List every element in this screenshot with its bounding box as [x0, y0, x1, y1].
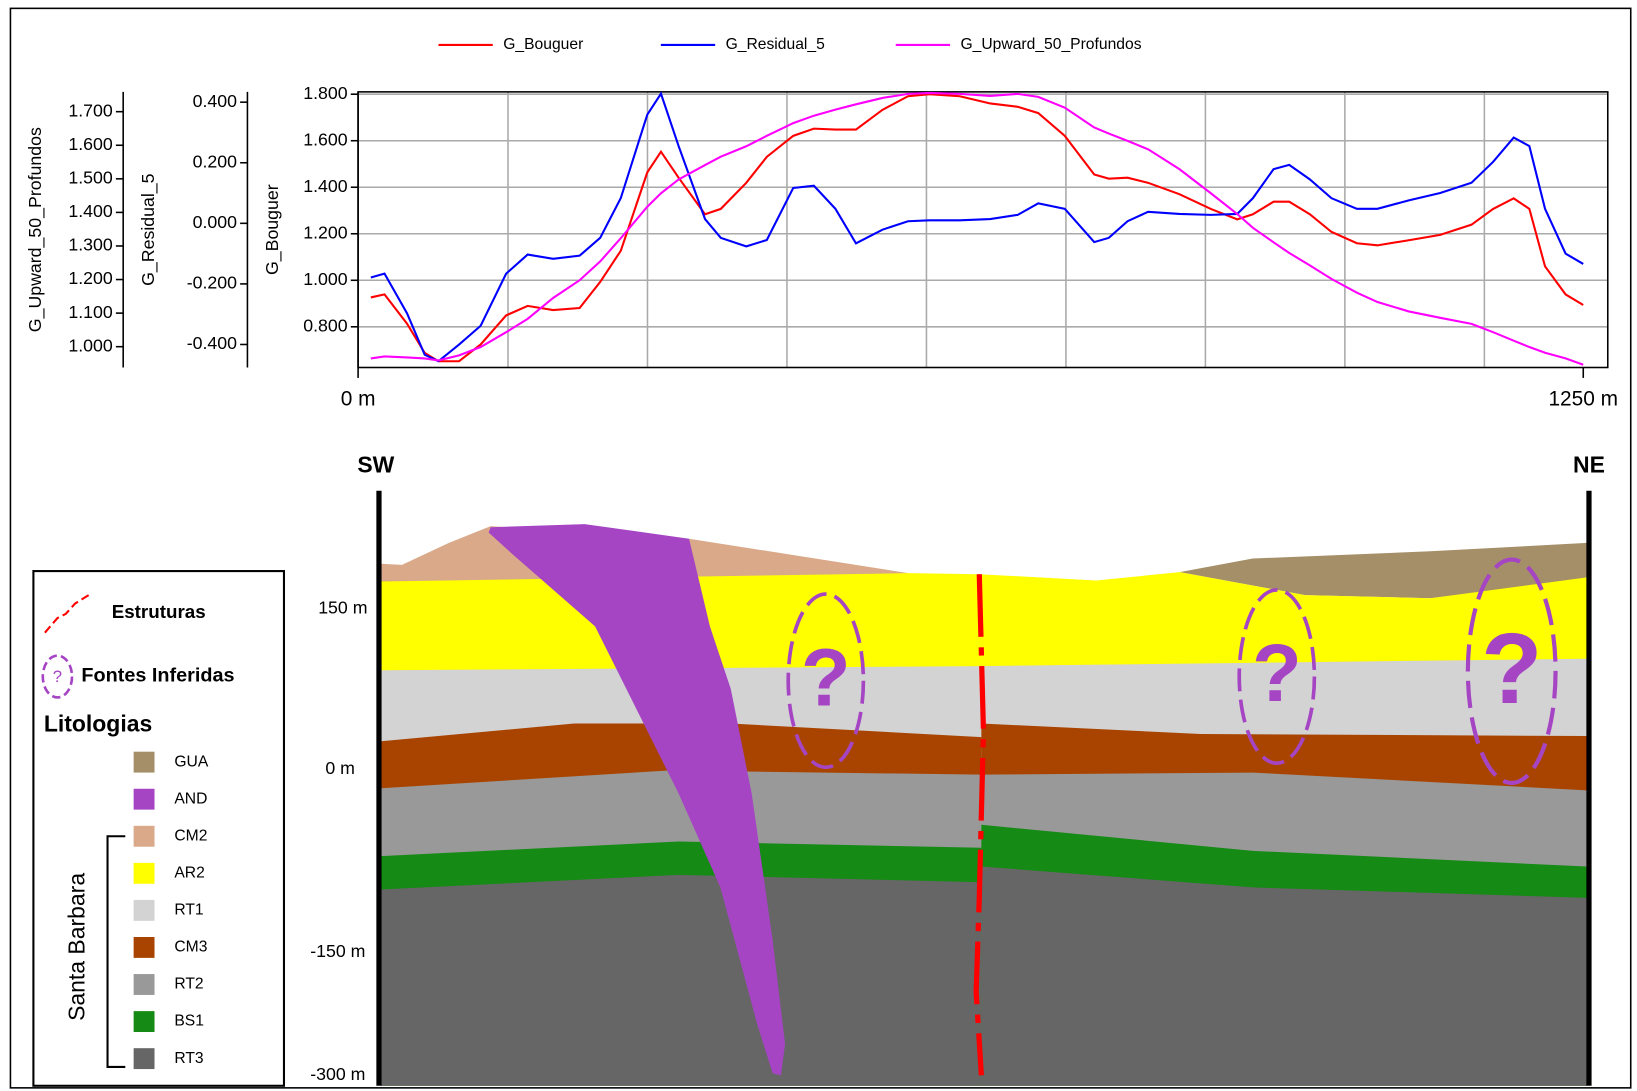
- y-tick-label: 1.600: [68, 134, 113, 154]
- legend-swatch: [134, 752, 155, 773]
- y-tick-label: 1.300: [68, 235, 113, 255]
- legend-label: RT2: [174, 976, 203, 993]
- y-axis-title: G_Bouguer: [262, 184, 283, 275]
- y-tick-label: 0.800: [303, 315, 348, 335]
- legend-swatch: [134, 789, 155, 810]
- depth-label: 150 m: [318, 597, 367, 617]
- question-mark: ?: [801, 632, 851, 723]
- depth-label: 0 m: [325, 758, 355, 778]
- y-tick-label: 1.800: [303, 83, 348, 103]
- legend-label: G_Residual_5: [726, 36, 826, 53]
- legend-label: G_Bouguer: [503, 36, 583, 53]
- legend-label: RT3: [174, 1050, 204, 1067]
- y-tick-label: 1.600: [303, 129, 348, 149]
- y-tick-label: 0.400: [193, 91, 238, 111]
- x-tick-label: 1250 m: [1548, 387, 1618, 410]
- y-tick-label: 1.200: [68, 268, 113, 288]
- legend-label: AND: [174, 790, 207, 807]
- y-axis-title: G_Upward_50_Profundos: [25, 127, 46, 332]
- legend-label: GUA: [174, 753, 208, 770]
- legend-swatch: [134, 826, 155, 847]
- y-tick-label: 0.000: [193, 212, 238, 232]
- y-tick-label: 1.500: [68, 168, 113, 188]
- y-tick-label: 1.000: [68, 335, 113, 355]
- y-tick-label: 1.100: [68, 302, 113, 322]
- legend-title: Litologias: [44, 711, 152, 737]
- legend-swatch: [134, 1011, 155, 1032]
- y-tick-label: 1.700: [68, 100, 113, 120]
- y-tick-label: 1.000: [303, 269, 348, 289]
- direction-label: NE: [1573, 452, 1605, 478]
- legend: Estruturas ? Fontes Inferidas Litologias…: [33, 571, 284, 1086]
- legend-label: CM3: [174, 939, 207, 956]
- y-tick-label: 1.200: [303, 222, 348, 242]
- legend-swatch: [134, 900, 155, 921]
- legend-swatch: [134, 937, 155, 958]
- y-tick-label: 1.400: [68, 201, 113, 221]
- direction-label: SW: [357, 452, 394, 478]
- question-mark: ?: [1252, 628, 1302, 719]
- y-tick-label: 1.400: [303, 176, 348, 196]
- depth-label: -150 m: [310, 941, 365, 961]
- figure: ? ? ? SW NE 150 m 0 m -150 m -300 m Estr…: [0, 0, 1637, 1091]
- depth-label: -300 m: [310, 1064, 365, 1084]
- legend-swatch: [134, 1048, 155, 1069]
- question-mark: ?: [1481, 613, 1542, 725]
- y-tick-label: -0.200: [187, 273, 237, 293]
- layer-rt3-right: [981, 867, 1587, 1086]
- x-tick-label: 0 m: [341, 387, 376, 410]
- legend-label: AR2: [174, 864, 204, 881]
- legend-label: G_Upward_50_Profundos: [960, 36, 1141, 53]
- group-label: Santa Barbara: [63, 873, 89, 1021]
- legend-label: CM2: [174, 827, 207, 844]
- layer-rt3-left: [381, 875, 981, 1086]
- legend-label: BS1: [174, 1013, 204, 1030]
- y-tick-label: 0.200: [193, 151, 238, 171]
- legend-label: RT1: [174, 902, 203, 919]
- legend-swatch: [134, 974, 155, 995]
- y-tick-label: -0.400: [187, 333, 237, 353]
- source-symbol-mark: ?: [53, 667, 62, 686]
- legend-label: Estruturas: [112, 601, 206, 622]
- legend-swatch: [134, 863, 155, 884]
- y-axis-title: G_Residual_5: [138, 173, 159, 286]
- legend-label: Fontes Inferidas: [81, 665, 234, 687]
